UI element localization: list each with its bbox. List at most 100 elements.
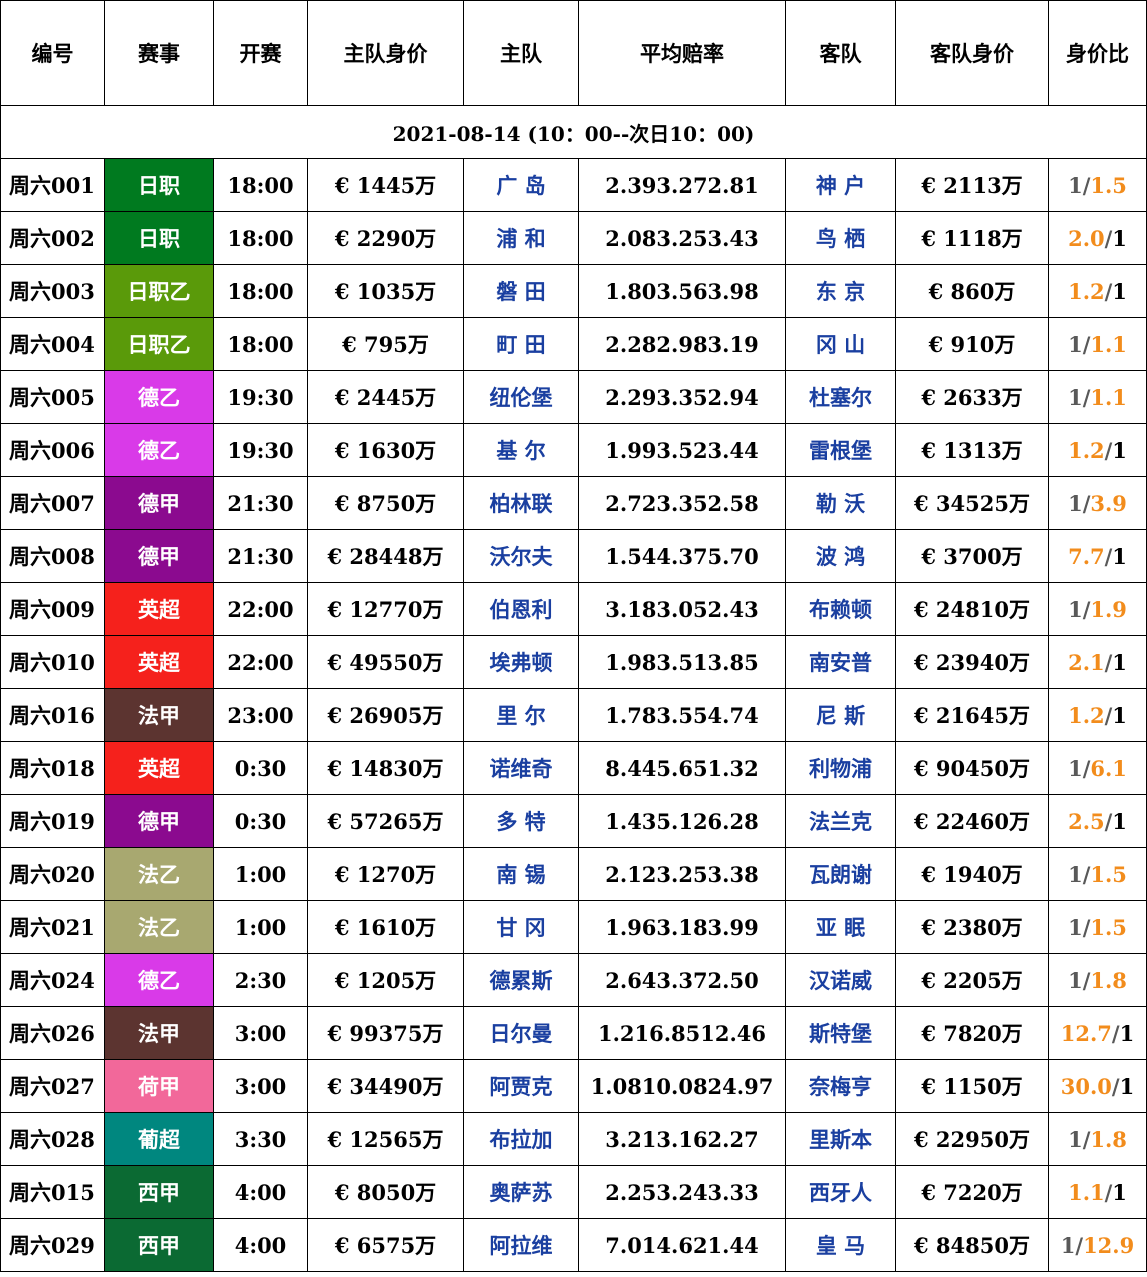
away-market-value: € 1313万 (895, 423, 1049, 477)
ratio-separator: / (1082, 384, 1091, 410)
kickoff-time: 22:00 (213, 635, 308, 689)
header-home: 主队 (463, 0, 579, 106)
home-market-value: € 12770万 (307, 582, 464, 636)
value-ratio: 2.0/1 (1048, 211, 1147, 265)
date-row: 2021-08-14 (10：00--次日10：00) (0, 105, 1147, 159)
ratio-left: 1 (1068, 172, 1083, 198)
value-ratio: 1/6.1 (1048, 741, 1147, 795)
away-market-value: € 84850万 (895, 1218, 1049, 1272)
home-team: 诺维奇 (463, 741, 579, 795)
kickoff-time: 3:30 (213, 1112, 308, 1166)
table-row: 周六026 法甲 3:00 € 99375万 日尔曼 1.216.8512.46 斯特堡 € … (0, 1006, 1147, 1060)
kickoff-time: 21:30 (213, 476, 308, 530)
home-market-value: € 12565万 (307, 1112, 464, 1166)
away-team: 汉诺威 (785, 953, 896, 1007)
league-badge: 法甲 (104, 1006, 214, 1060)
table-row: 周六018 英超 0:30 € 14830万 诺维奇 8.445.651.32 利物浦 € 9… (0, 741, 1147, 795)
home-market-value: € 1205万 (307, 953, 464, 1007)
value-ratio: 1.2/1 (1048, 688, 1147, 742)
home-team: 阿拉维 (463, 1218, 579, 1272)
average-odds: 2.083.253.43 (578, 211, 786, 265)
kickoff-time: 19:30 (213, 370, 308, 424)
away-market-value: € 22460万 (895, 794, 1049, 848)
ratio-right: 1.1 (1090, 331, 1127, 357)
away-market-value: € 7820万 (895, 1006, 1049, 1060)
home-market-value: € 34490万 (307, 1059, 464, 1113)
match-id: 周六007 (0, 476, 105, 530)
average-odds: 1.216.8512.46 (578, 1006, 786, 1060)
match-id: 周六010 (0, 635, 105, 689)
average-odds: 2.723.352.58 (578, 476, 786, 530)
average-odds: 2.643.372.50 (578, 953, 786, 1007)
ratio-right: 6.1 (1090, 755, 1127, 781)
league-badge: 法乙 (104, 900, 214, 954)
kickoff-time: 22:00 (213, 582, 308, 636)
home-market-value: € 99375万 (307, 1006, 464, 1060)
ratio-right: 12.9 (1083, 1232, 1135, 1258)
away-market-value: € 860万 (895, 264, 1049, 318)
away-team: 亚 眠 (785, 900, 896, 954)
ratio-separator: / (1082, 861, 1091, 887)
home-market-value: € 8750万 (307, 476, 464, 530)
value-ratio: 7.7/1 (1048, 529, 1147, 583)
away-market-value: € 2205万 (895, 953, 1049, 1007)
home-team: 柏林联 (463, 476, 579, 530)
table-row: 周六002 日职 18:00 € 2290万浦 和 2.083.253.43 鸟 栖 € 1… (0, 211, 1147, 265)
away-market-value: € 1118万 (895, 211, 1049, 265)
header-time: 开赛 (213, 0, 308, 106)
home-team: 沃尔夫 (463, 529, 579, 583)
table-row: 周六028 葡超 3:30 € 12565万 布拉加 3.213.162.27 里斯本 € 2… (0, 1112, 1147, 1166)
value-ratio: 1/3.9 (1048, 476, 1147, 530)
ratio-right: 1.9 (1090, 596, 1127, 622)
ratio-left: 2.1 (1068, 649, 1105, 675)
home-team: 基 尔 (463, 423, 579, 477)
ratio-left: 1 (1068, 755, 1083, 781)
away-market-value: € 21645万 (895, 688, 1049, 742)
away-team: 波 鸿 (785, 529, 896, 583)
ratio-right: 1 (1112, 437, 1127, 463)
away-team: 布赖顿 (785, 582, 896, 636)
match-id: 周六020 (0, 847, 105, 901)
value-ratio: 1.1/1 (1048, 1165, 1147, 1219)
ratio-left: 1.2 (1068, 437, 1105, 463)
value-ratio: 1/12.9 (1048, 1218, 1147, 1272)
ratio-right: 1 (1119, 1073, 1135, 1099)
ratio-right: 1 (1112, 543, 1127, 569)
league-badge: 德甲 (104, 794, 214, 848)
match-id: 周六009 (0, 582, 105, 636)
ratio-right: 1.1 (1090, 384, 1127, 410)
average-odds: 1.803.563.98 (578, 264, 786, 318)
average-odds: 1.983.513.85 (578, 635, 786, 689)
match-id: 周六021 (0, 900, 105, 954)
average-odds: 2.123.253.38 (578, 847, 786, 901)
home-market-value: € 49550万 (307, 635, 464, 689)
table-row: 周六006 德乙 19:30 € 1630万基 尔 1.993.523.44 雷根堡 € 1… (0, 423, 1147, 477)
match-id: 周六002 (0, 211, 105, 265)
ratio-left: 1 (1068, 596, 1083, 622)
average-odds: 1.993.523.44 (578, 423, 786, 477)
away-market-value: € 910万 (895, 317, 1049, 371)
home-market-value: € 795万 (307, 317, 464, 371)
home-market-value: € 8050万 (307, 1165, 464, 1219)
league-badge: 西甲 (104, 1165, 214, 1219)
away-market-value: € 22950万 (895, 1112, 1049, 1166)
value-ratio: 1/1.1 (1048, 317, 1147, 371)
ratio-separator: / (1111, 1020, 1120, 1046)
home-team: 町 田 (463, 317, 579, 371)
table-row: 周六027 荷甲 3:00 € 34490万 阿贾克 1.0810.0824.97 奈梅亨 €… (0, 1059, 1147, 1113)
kickoff-time: 3:00 (213, 1006, 308, 1060)
home-team: 纽伦堡 (463, 370, 579, 424)
ratio-separator: / (1104, 437, 1113, 463)
ratio-right: 1.8 (1090, 1126, 1127, 1152)
average-odds: 7.014.621.44 (578, 1218, 786, 1272)
home-team: 奥萨苏 (463, 1165, 579, 1219)
ratio-separator: / (1082, 755, 1091, 781)
league-badge: 日职乙 (104, 264, 214, 318)
league-badge: 葡超 (104, 1112, 214, 1166)
kickoff-time: 3:00 (213, 1059, 308, 1113)
ratio-right: 1 (1119, 1020, 1135, 1046)
ratio-separator: / (1082, 331, 1091, 357)
home-team: 伯恩利 (463, 582, 579, 636)
average-odds: 3.183.052.43 (578, 582, 786, 636)
